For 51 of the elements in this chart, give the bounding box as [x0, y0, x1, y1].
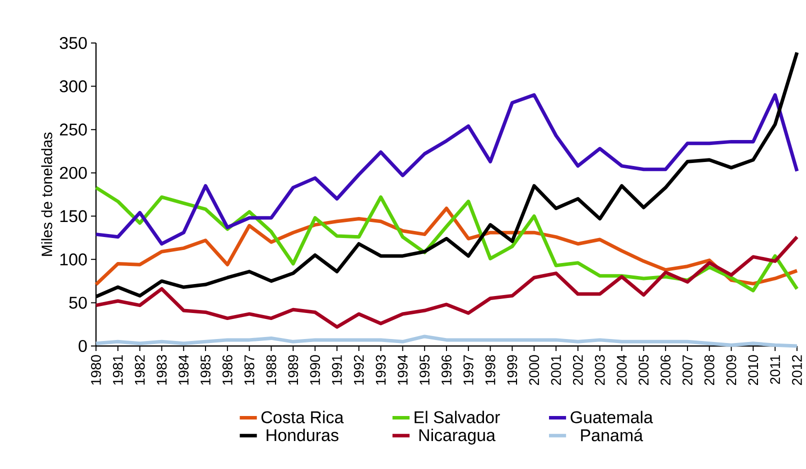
x-tick-label: 2005 — [638, 355, 649, 385]
x-tick-label: 1997 — [463, 355, 474, 385]
x-tick-label: 1982 — [134, 355, 145, 385]
x-tick-label: 1991 — [332, 355, 342, 385]
x-tick-label: 1987 — [244, 355, 254, 385]
x-tick-label: 1990 — [310, 355, 320, 385]
x-tick-label: 2000 — [529, 355, 540, 385]
x-tick-label: 1989 — [288, 355, 298, 385]
y-tick-label: 200 — [60, 166, 87, 179]
x-tick-label: 1986 — [222, 355, 232, 385]
y-tick-label: 350 — [60, 36, 87, 50]
x-tick-label: 1995 — [420, 355, 430, 385]
x-tick-label: 2008 — [704, 355, 714, 385]
x-tick-label: 1984 — [178, 354, 189, 385]
legend-label: Guatemala — [570, 410, 653, 424]
y-tick-label: 150 — [60, 210, 87, 222]
line-series — [94, 186, 799, 292]
legend-label: Nicaragua — [419, 428, 496, 445]
x-tick-label: 1996 — [442, 355, 452, 385]
x-tick-label: 2004 — [616, 354, 627, 385]
x-tick-label: 2001 — [551, 355, 561, 385]
y-tick-label: 0 — [78, 340, 87, 352]
y-tick-label: 100 — [60, 253, 87, 266]
line-series — [94, 235, 799, 329]
x-tick-label: 1983 — [156, 355, 167, 385]
x-tick-label: 1999 — [507, 355, 518, 385]
x-tick-label: 2002 — [572, 355, 583, 385]
x-tick-label: 2006 — [660, 355, 671, 385]
x-tick-label: 1980 — [91, 355, 101, 385]
x-tick-label: 2010 — [748, 355, 758, 385]
line-series — [94, 93, 799, 246]
x-tick-label: 1993 — [376, 355, 386, 385]
x-tick-label: 2011 — [770, 355, 780, 384]
x-tick-label: 1994 — [398, 354, 408, 385]
y-tick-label: 50 — [69, 296, 87, 309]
x-tick-label: 2003 — [594, 355, 605, 385]
x-tick-label: 1998 — [485, 355, 496, 385]
x-tick-label: 2007 — [682, 355, 692, 385]
legend-label: Costa Rica — [261, 410, 344, 424]
x-tick-label: 2009 — [726, 355, 736, 385]
x-tick-label: 2012 — [792, 355, 802, 385]
y-tick-label: 250 — [60, 124, 87, 136]
x-tick-label: 1992 — [354, 355, 364, 385]
x-tick-label: 1985 — [200, 355, 210, 385]
legend-label: Honduras — [266, 428, 338, 442]
y-tick-label: 300 — [60, 80, 87, 92]
x-tick-label: 1988 — [266, 355, 276, 385]
legend-label: Panamá — [581, 428, 644, 442]
x-tick-label: 1981 — [112, 355, 123, 385]
legend-label: El Salvador — [414, 410, 500, 424]
y-axis-title: Miles de toneladas — [41, 132, 52, 256]
